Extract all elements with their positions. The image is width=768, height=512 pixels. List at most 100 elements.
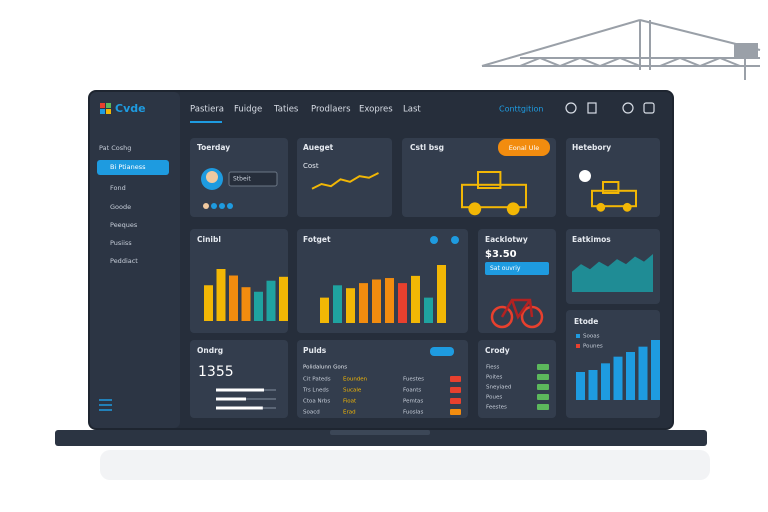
bar	[333, 285, 342, 323]
slider-fill[interactable]	[216, 388, 264, 392]
logo: Cvde	[115, 102, 146, 115]
list-item: Sneyiaed	[486, 385, 511, 391]
bar	[638, 346, 648, 400]
nav-item[interactable]: Exopres	[359, 105, 393, 115]
nav-item[interactable]: Taties	[273, 105, 299, 115]
bar	[279, 276, 288, 321]
table-cell: Eounden	[343, 377, 368, 383]
shadow	[100, 450, 710, 480]
card-subtitle: Cost	[303, 162, 319, 170]
laptop-notch	[330, 430, 430, 435]
card	[478, 340, 556, 418]
sidebar-item[interactable]: Fond	[110, 184, 126, 192]
truck-wheel	[506, 202, 520, 216]
legend-swatch	[576, 344, 580, 348]
card	[297, 138, 392, 217]
bar	[359, 283, 368, 323]
sidebar-item[interactable]: Pat Coshg	[99, 144, 131, 152]
nav-item[interactable]: Fuidge	[234, 105, 262, 115]
table-cell: Erad	[343, 410, 356, 416]
button-label: Sat ouvriy	[490, 265, 521, 272]
status-bar	[537, 374, 549, 380]
bar	[588, 370, 598, 400]
list-item: Feestes	[486, 405, 507, 411]
list-item: Fiess	[486, 365, 500, 371]
avatar-face	[206, 171, 218, 183]
card-title: Cinibl	[197, 235, 221, 244]
sidebar-item[interactable]: Pusiiss	[110, 239, 132, 247]
slider-fill[interactable]	[216, 397, 246, 401]
card-title: Aueget	[303, 143, 334, 152]
card-title: Cstl bsg	[410, 143, 444, 152]
bar	[601, 363, 610, 400]
bar	[204, 285, 213, 321]
account-menu[interactable]: Conttgition	[499, 105, 543, 114]
nav-item[interactable]: Prodlaers	[311, 105, 351, 115]
table-cell: Pemtas	[403, 399, 423, 405]
button[interactable]	[498, 139, 550, 156]
truck-cab	[477, 171, 502, 189]
status-bar	[450, 409, 461, 415]
table-cell: Soacd	[303, 410, 320, 416]
legend-swatch	[576, 334, 580, 338]
table-cell: Fioat	[343, 399, 357, 405]
status-bar	[450, 387, 461, 393]
pill[interactable]	[430, 347, 454, 356]
dot	[227, 203, 233, 209]
bar	[437, 265, 446, 323]
nav-underline	[190, 121, 222, 123]
history-icon	[579, 170, 591, 182]
logo-icon	[100, 103, 111, 114]
table-cell: Cit Pateds	[303, 377, 331, 383]
bar	[254, 291, 263, 321]
nav-item[interactable]: Last	[403, 105, 421, 115]
button-label: Eonal Ule	[509, 144, 540, 152]
chart-toggle[interactable]	[430, 236, 438, 244]
bar	[385, 278, 394, 323]
table-cell: Sucale	[343, 388, 362, 394]
count: 1355	[198, 364, 234, 380]
table-cell: Trs Lneds	[302, 388, 329, 394]
sidebar-item[interactable]: Peeques	[110, 221, 138, 229]
dot	[203, 203, 209, 209]
truck-wheel	[622, 202, 632, 212]
line	[311, 172, 379, 190]
bike-wheel	[490, 305, 514, 329]
slider-fill[interactable]	[216, 406, 263, 410]
sidebar-item[interactable]: Bi Ptianess	[110, 163, 146, 171]
nav-item[interactable]: Pastiera	[190, 105, 224, 115]
card-title: Ondrg	[197, 346, 223, 355]
status-bar	[537, 364, 549, 370]
card-title: Pulds	[303, 346, 327, 355]
crane	[481, 19, 761, 80]
button[interactable]	[485, 262, 549, 275]
card-title: Fotget	[303, 235, 331, 244]
sidebar-active[interactable]	[97, 160, 169, 175]
bar	[626, 352, 635, 400]
bar	[398, 283, 407, 323]
table-cell: Foants	[403, 388, 421, 394]
header-icons[interactable]	[565, 102, 655, 114]
truck-body	[591, 189, 637, 208]
input-field[interactable]	[228, 171, 278, 187]
dot	[211, 203, 217, 209]
bike-frame	[500, 298, 534, 320]
bar	[346, 288, 355, 323]
card	[190, 229, 288, 333]
status-bar	[537, 394, 549, 400]
truck-wheel	[596, 202, 606, 212]
card-title: Eatkimos	[572, 235, 611, 244]
status-bar	[450, 398, 461, 404]
bar	[266, 280, 276, 321]
table-header: Polidalunn Gons	[303, 365, 347, 371]
bar	[651, 340, 660, 400]
chart-toggle[interactable]	[451, 236, 459, 244]
menu-icon[interactable]	[99, 399, 112, 411]
sidebar-item[interactable]: Goode	[110, 203, 131, 211]
truck-cab	[602, 181, 620, 194]
sidebar-item[interactable]: Peddiact	[110, 257, 138, 265]
bar	[216, 269, 226, 321]
card	[297, 340, 468, 418]
legend-label: Sooas	[583, 334, 600, 340]
